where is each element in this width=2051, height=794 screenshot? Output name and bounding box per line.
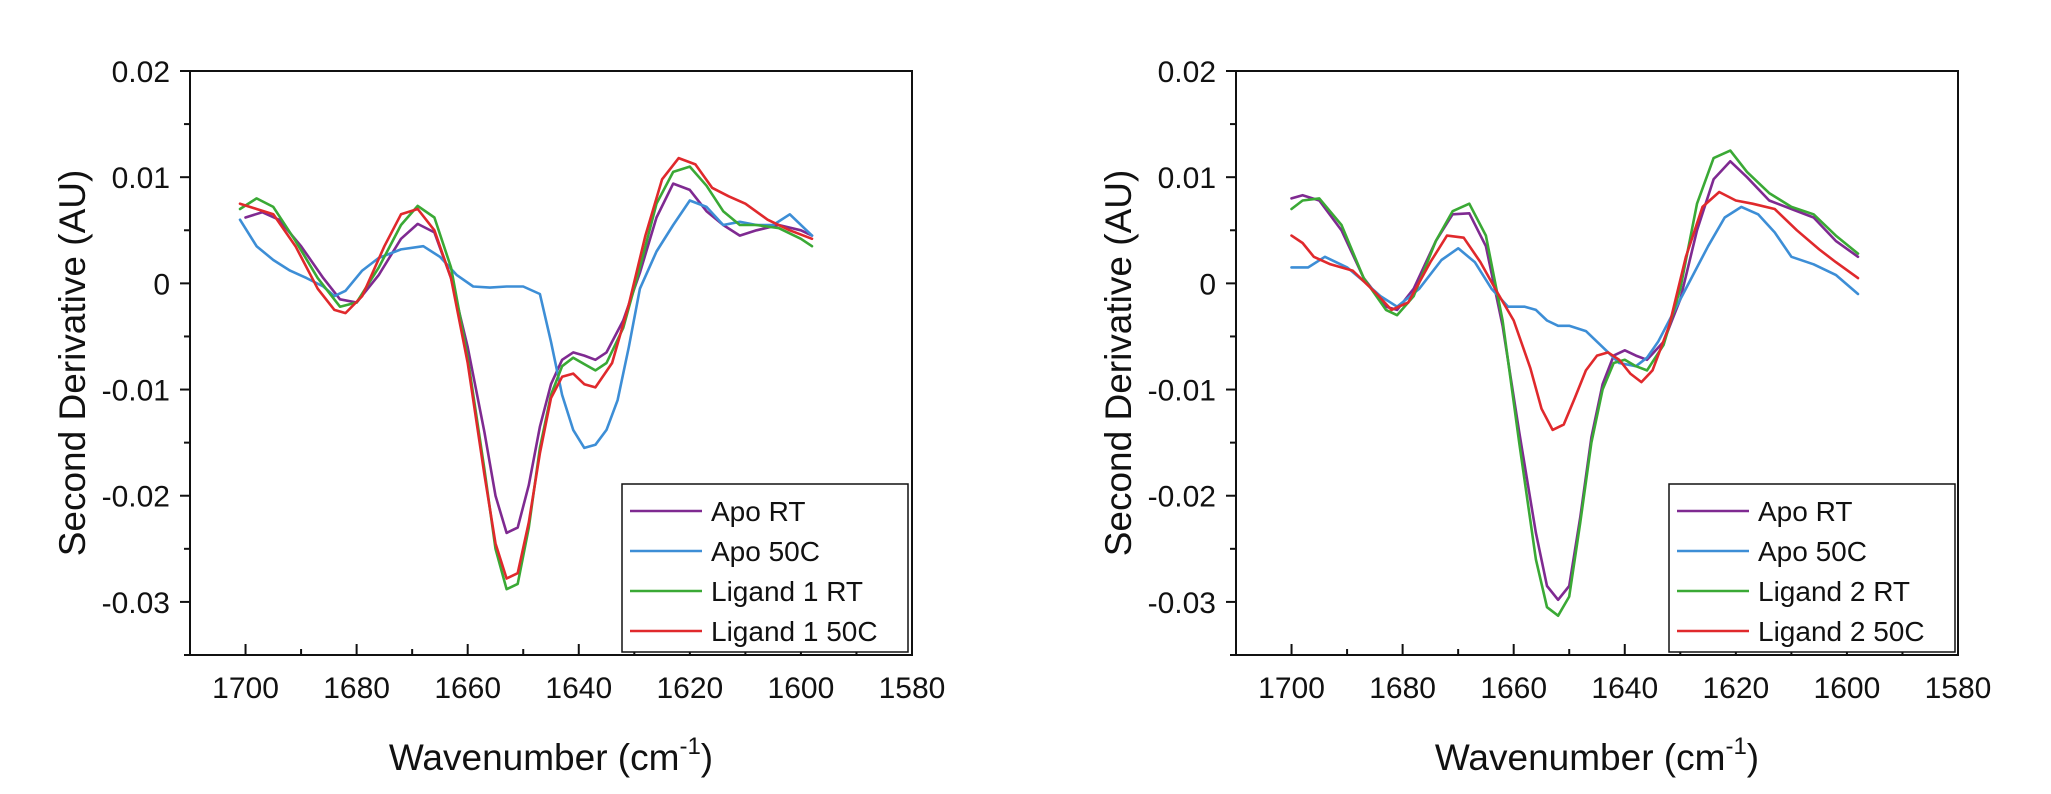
series-line-ligand-1-50c [238, 156, 814, 580]
y-tick-label: 0.02 [112, 56, 170, 89]
legend: Apo RT Apo 50C Ligand 1 RT Ligand 1 50C [621, 483, 909, 653]
legend-label: Ligand 2 50C [1758, 616, 1925, 647]
x-tick-label: 1600 [1814, 672, 1881, 705]
legend-label: Ligand 2 RT [1758, 576, 1910, 607]
x-tick-label: 1580 [879, 672, 946, 705]
y-axis-title: Second Derivative (AU) [1098, 170, 1139, 557]
chart-panel-2: 1700 1680 1660 1640 1620 1600 1580 0.02 0.01 0 -0.… [1098, 56, 1991, 778]
y-tick-label: -0.03 [1148, 587, 1216, 620]
y-tick-label: -0.02 [102, 481, 170, 514]
x-tick-label: 1620 [656, 672, 723, 705]
x-tick-label: 1620 [1702, 672, 1769, 705]
x-axis-title: Wavenumber (cm-1) [1435, 733, 1759, 778]
y-tick-label: -0.03 [102, 587, 170, 620]
series-line-ligand-2-rt [1290, 149, 1860, 618]
series-line-apo-rt [244, 182, 814, 535]
y-tick-label: 0.02 [1158, 56, 1216, 89]
x-tick-label: 1700 [1258, 672, 1325, 705]
y-tick-label: 0 [153, 268, 170, 301]
series-line-apo-50c [1290, 205, 1860, 368]
plot-frame [1235, 70, 1959, 656]
x-tick-label: 1600 [768, 672, 835, 705]
legend-label: Apo 50C [711, 536, 820, 567]
x-tick-label: 1700 [212, 672, 279, 705]
legend-label: Apo RT [1758, 496, 1852, 527]
y-tick-label: 0.01 [112, 162, 170, 195]
x-axis-title-main: Wavenumber (cm [389, 737, 680, 778]
y-tick-label: -0.01 [1148, 375, 1216, 408]
x-tick-label: 1640 [1591, 672, 1658, 705]
x-tick-label: 1680 [323, 672, 390, 705]
x-tick-label: 1660 [434, 672, 501, 705]
plot-frame [189, 70, 913, 656]
legend-label: Apo 50C [1758, 536, 1867, 567]
y-axis-title: Second Derivative (AU) [52, 170, 93, 557]
legend-label: Apo RT [711, 496, 805, 527]
x-axis-title-end: ) [701, 737, 713, 778]
y-tick-label: -0.02 [1148, 481, 1216, 514]
legend-label: Ligand 1 50C [711, 616, 878, 647]
chart-panel-1: 1700 1680 1660 1640 1620 1600 1580 0.02 0.01 0 -0.… [52, 56, 945, 778]
legend-label: Ligand 1 RT [711, 576, 863, 607]
series-line-ligand-2-50c [1290, 190, 1860, 432]
y-tick-label: 0 [1199, 268, 1216, 301]
x-axis-title: Wavenumber (cm-1) [389, 733, 713, 778]
x-tick-label: 1660 [1480, 672, 1547, 705]
x-axis-title-superscript: -1 [1725, 733, 1746, 760]
x-axis-title-end: ) [1747, 737, 1759, 778]
legend: Apo RT Apo 50C Ligand 2 RT Ligand 2 50C [1668, 483, 1956, 653]
x-tick-label: 1580 [1925, 672, 1992, 705]
y-tick-label: 0.01 [1158, 162, 1216, 195]
x-axis-title-superscript: -1 [679, 733, 700, 760]
y-tick-label: -0.01 [102, 375, 170, 408]
x-tick-label: 1640 [545, 672, 612, 705]
x-tick-label: 1680 [1369, 672, 1436, 705]
series-line-apo-50c [238, 199, 814, 450]
x-axis-title-main: Wavenumber (cm [1435, 737, 1726, 778]
